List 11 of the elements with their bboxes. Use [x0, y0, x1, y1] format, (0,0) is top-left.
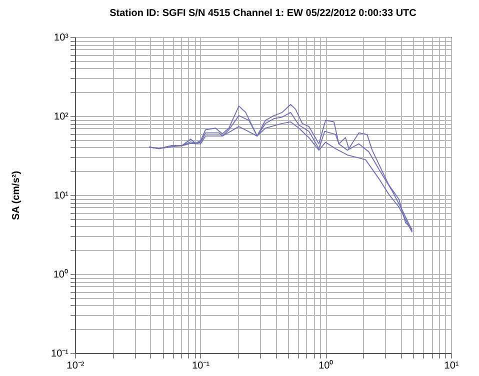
x-tick-label: 10⁻¹ [192, 360, 210, 372]
x-tick-label: 10⁻² [66, 360, 85, 372]
y-axis-title: SA (cm/s²) [11, 170, 22, 220]
y-tick-label: 10⁰ [53, 268, 68, 280]
chart-title: Station ID: SGFI S/N 4515 Channel 1: EW 05/22/2012 0:00:33 UTC [110, 8, 416, 19]
y-tick-label: 10¹ [54, 190, 70, 202]
x-tick-label: 10¹ [444, 360, 460, 372]
x-tick-label: 10⁰ [318, 360, 334, 372]
y-tick-label: 10² [54, 112, 70, 122]
y-tick-label: 10⁻¹ [51, 348, 70, 360]
y-tick-label: 10³ [54, 32, 70, 44]
